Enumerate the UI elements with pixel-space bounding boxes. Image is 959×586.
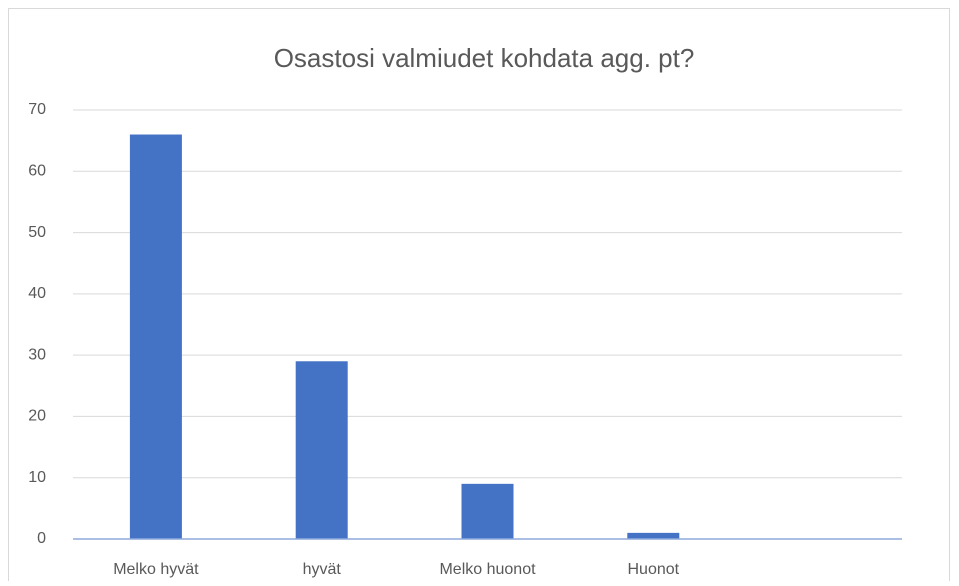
y-tick-label: 20 — [28, 408, 46, 425]
y-tick-label: 50 — [28, 224, 46, 241]
x-tick-label: Melko huonot — [439, 561, 536, 578]
bar — [461, 483, 514, 539]
x-tick-label: Huonot — [628, 561, 680, 578]
y-tick-label: 10 — [28, 469, 46, 486]
x-tick-label: Melko hyvät — [113, 561, 199, 578]
y-tick-label: 40 — [28, 285, 46, 302]
bar — [129, 134, 182, 539]
y-tick-label: 0 — [37, 530, 46, 547]
x-tick-label: hyvät — [303, 561, 342, 578]
y-tick-label: 60 — [28, 163, 46, 180]
bar — [295, 361, 348, 539]
y-tick-label: 70 — [28, 101, 46, 118]
chart-title: Osastosi valmiudet kohdata agg. pt? — [274, 43, 695, 73]
bar — [627, 532, 680, 539]
y-tick-label: 30 — [28, 346, 46, 363]
